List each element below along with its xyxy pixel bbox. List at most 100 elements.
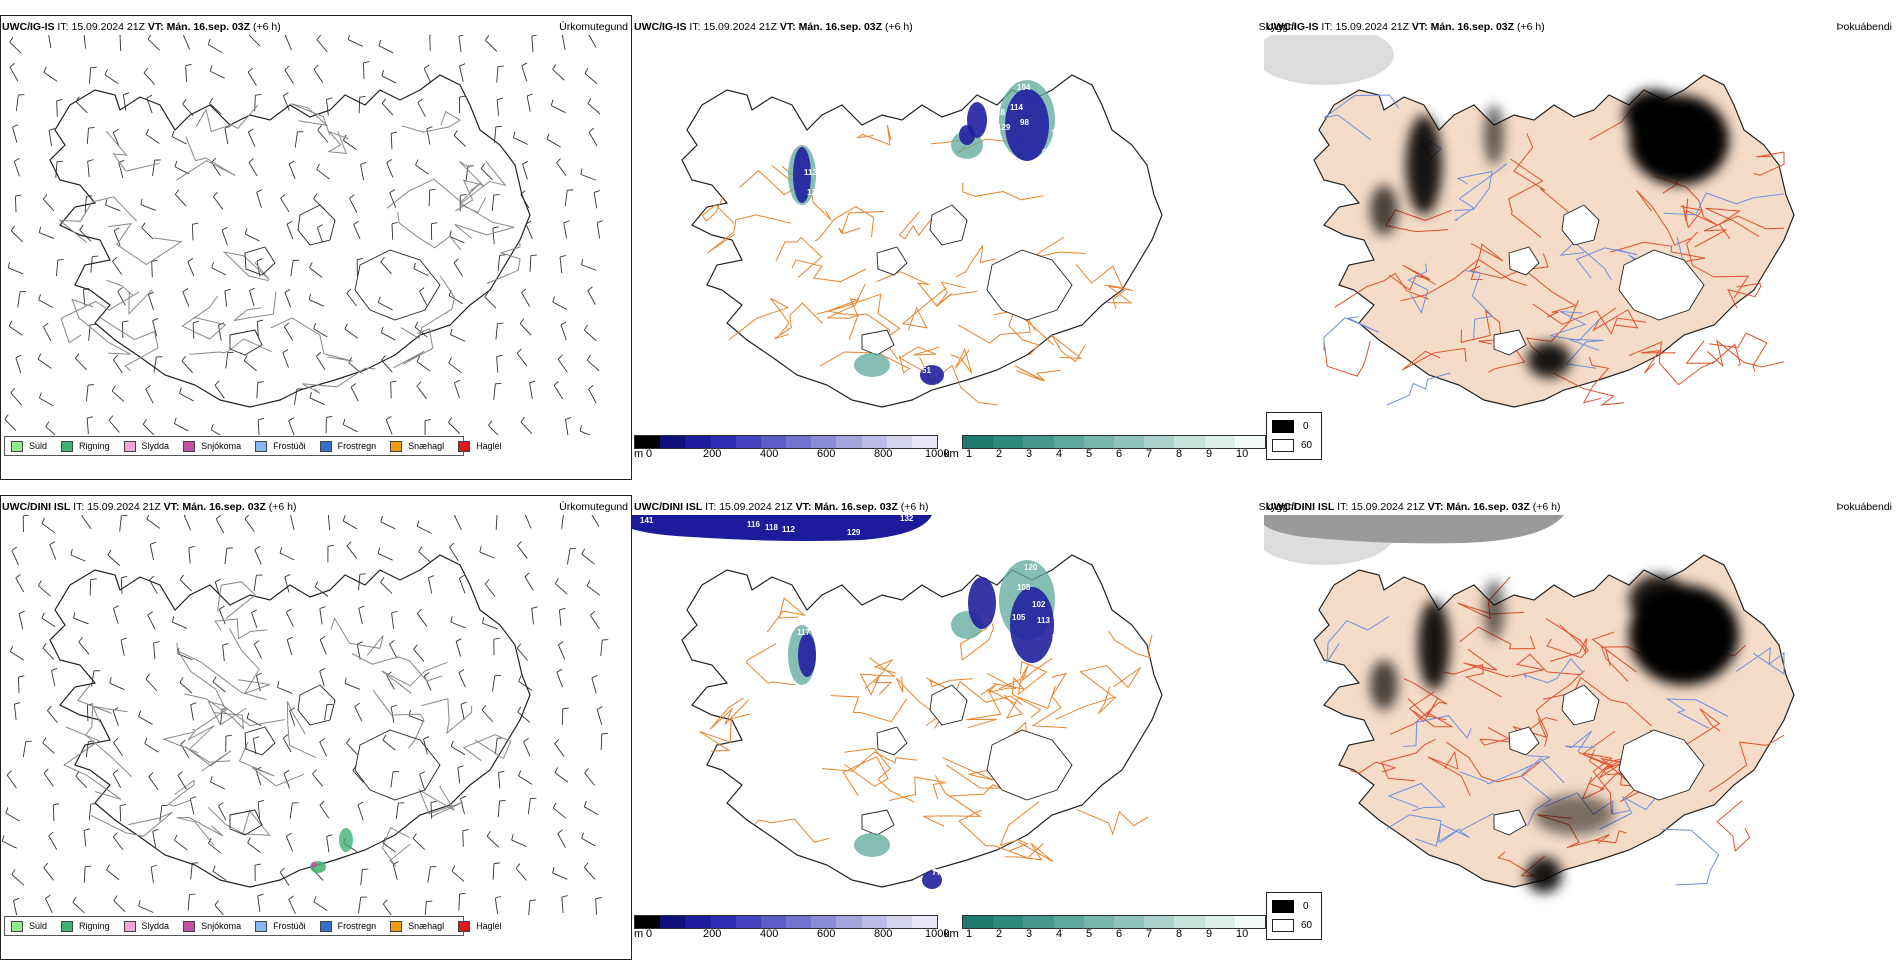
colorbar-tick: 600 [817, 448, 835, 460]
visibility-area [854, 833, 890, 857]
cloud-base-label: 114 [1010, 103, 1023, 112]
precip-map [0, 35, 632, 435]
colorbar-tick: 4 [1056, 448, 1062, 460]
lead-time: (+6 h) [1517, 21, 1545, 33]
colorbar-tick: 10 [1236, 448, 1248, 460]
colorbar-tick: 4 [1056, 928, 1062, 940]
legend-label: Rigning [79, 441, 110, 451]
legend-label: Frostúði [273, 921, 306, 931]
colorbar-segment [1023, 916, 1053, 928]
colorbar-segment [711, 916, 736, 928]
cloud-visibility-panel: UWC/IG-IS IT: 15.09.2024 21Z VT: Mán. 16… [632, 15, 1264, 480]
fog-legend-white [1272, 439, 1294, 452]
colorbar-tick: 5 [1086, 448, 1092, 460]
vt-label: VT: [148, 21, 164, 33]
cloud-base-label: 113 [804, 168, 817, 177]
cloud-base-label: 112 [782, 525, 795, 534]
colorbar-segment [963, 436, 993, 448]
panel-title: UWC/IG-IS IT: 15.09.2024 21Z VT: Mán. 16… [2, 21, 281, 33]
legend-label: Snjókoma [201, 441, 241, 451]
legend-label: Haglél [476, 921, 502, 931]
coastline [50, 555, 530, 887]
vt-label: VT: [796, 501, 812, 513]
cloud-base-label: 102 [1032, 600, 1046, 609]
height-colorbar [634, 915, 938, 929]
colorbar-unit: m [634, 928, 643, 940]
it-value: 15.09.2024 21Z [87, 501, 161, 513]
model-name: UWC/DINI ISL [2, 501, 70, 513]
colorbar-tick: 3 [1026, 448, 1032, 460]
cloud-base-label: 168 [802, 683, 816, 692]
glacier-outline [298, 205, 335, 245]
legend-item: Súld [11, 921, 47, 932]
colorbar-segment [1023, 436, 1053, 448]
cloud-base-label: 125 [807, 188, 821, 197]
legend-swatch [320, 921, 332, 932]
colorbar-segment [1054, 916, 1084, 928]
legend-swatch [390, 441, 402, 452]
legend-swatch [183, 921, 195, 932]
it-value: 15.09.2024 21Z [1351, 501, 1425, 513]
colorbar-segment [1235, 916, 1265, 928]
colorbar-unit: km [944, 928, 959, 940]
it-label: IT: [57, 21, 68, 33]
legend-item: Frostúði [255, 921, 306, 932]
vt-label: VT: [1428, 501, 1444, 513]
it-label: IT: [1321, 21, 1332, 33]
cloud-base-label: 12 [1027, 163, 1036, 172]
colorbar-segment [685, 436, 710, 448]
colorbar-tick: 7 [1146, 448, 1152, 460]
legend-item: Rigning [61, 441, 110, 452]
legend-swatch [390, 921, 402, 932]
colorbar-segment [786, 916, 811, 928]
cloud-base-label: 41 [992, 618, 1001, 627]
legend-item: Súld [11, 441, 47, 452]
fog-legend-black [1272, 900, 1294, 913]
it-label: IT: [689, 21, 700, 33]
legend-label: Rigning [79, 921, 110, 931]
cloud-base-label: 113 [1037, 616, 1050, 625]
colorbar-segment [1054, 436, 1084, 448]
colorbar-segment [711, 436, 736, 448]
legend-label: Súld [29, 441, 47, 451]
low-cloud-area [798, 633, 816, 677]
vt-value: Mán. 16.sep. 03Z [814, 501, 897, 513]
colorbar-tick: 800 [874, 448, 892, 460]
legend-label: Snjókoma [201, 921, 241, 931]
wind-barbs [5, 35, 603, 435]
colorbar-segment [1205, 436, 1235, 448]
visibility-colorbar [962, 435, 1266, 449]
colorbar-tick: 6 [1116, 448, 1122, 460]
cloud-base-label: 84 [1052, 633, 1061, 642]
vt-label: VT: [780, 21, 796, 33]
colorbar-segment [736, 436, 761, 448]
colorbar-segment [1144, 436, 1174, 448]
fog-legend-white [1272, 919, 1294, 932]
colorbar-segment [635, 916, 660, 928]
legend-label: Snæhagl [408, 441, 444, 451]
colorbar-segment [1084, 436, 1114, 448]
panel-type-label: Þokuábendi [1837, 21, 1892, 33]
legend-item: Frostregn [320, 921, 377, 932]
colorbar-tick: 2 [996, 448, 1002, 460]
snow-area [311, 862, 317, 868]
cloud-base-label: 89 [1072, 608, 1081, 617]
glacier-outline [355, 250, 440, 320]
glacier-outline [355, 730, 440, 800]
sea-fog [1264, 35, 1394, 85]
colorbar-segment [811, 436, 836, 448]
colorbar-segment [1174, 436, 1204, 448]
colorbar-segment [1205, 916, 1235, 928]
colorbar-segment [761, 436, 786, 448]
legend-label: Súld [29, 921, 47, 931]
legend-label: Haglél [476, 441, 502, 451]
colorbar-segment [1114, 436, 1144, 448]
it-value: 15.09.2024 21Z [71, 21, 145, 33]
vt-label: VT: [1412, 21, 1428, 33]
panel-type-label: Úrkomutegund [559, 21, 628, 33]
legend-swatch [320, 441, 332, 452]
cloud-base-label: 118 [765, 523, 778, 532]
